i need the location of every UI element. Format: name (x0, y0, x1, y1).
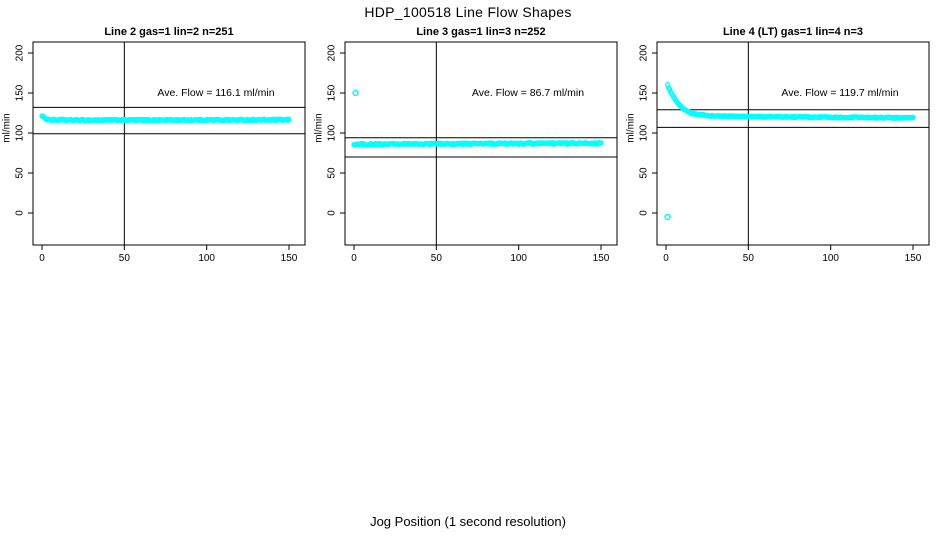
panel-2-plot: 0 50 100 150 200 ml/min 0 50 100 150 (314, 41, 618, 264)
y-tick-label: 0 (15, 210, 26, 216)
x-tick-label: 100 (822, 253, 839, 264)
panel2-ave-flow-annotation: Ave. Flow = 86.7 ml/min (471, 87, 585, 99)
outlier-point (664, 213, 671, 221)
y-tick-label: 50 (327, 167, 338, 179)
x-tick-label: 150 (593, 253, 610, 264)
x-tick-label: 100 (510, 253, 527, 264)
y-tick-label: 0 (327, 210, 338, 216)
panel1-ave-flow-annotation: Ave. Flow = 116.1 ml/min (157, 87, 275, 99)
panel3-title: Line 4 (LT) gas=1 lin=4 n=3 (722, 26, 864, 38)
data-point (286, 116, 292, 122)
data-point (666, 86, 673, 92)
x-tick-label: 150 (905, 253, 922, 264)
y-tick-label: 150 (327, 84, 338, 101)
y-tick-label: 50 (639, 167, 650, 179)
x-tick-label: 0 (663, 253, 669, 264)
y-tick-label: 100 (327, 124, 338, 141)
y-tick-label: 200 (639, 44, 650, 61)
plot-box (32, 41, 306, 246)
panel-3-plot: 0 50 100 150 200 ml/min 0 50 100 150 (626, 41, 930, 264)
x-tick-label: 0 (39, 253, 45, 264)
y-axis-label: ml/min (626, 113, 637, 142)
x-tick-label: 50 (743, 253, 755, 264)
x-tick-label: 50 (119, 253, 131, 264)
x-tick-label: 0 (351, 253, 357, 264)
data-points (39, 113, 292, 124)
panel2-title: Line 3 gas=1 lin=3 n=252 (416, 26, 546, 38)
y-tick-label: 150 (15, 84, 26, 101)
chart-title: HDP_100518 Line Flow Shapes (364, 4, 572, 20)
panel-1-plot: 0 50 100 150 200 ml/min 0 50 100 150 (2, 41, 306, 264)
y-axis-label: ml/min (314, 113, 325, 142)
data-points (351, 89, 604, 148)
x-axis-label: Jog Position (1 second resolution) (370, 514, 566, 529)
data-point (598, 140, 604, 146)
y-tick-label: 0 (639, 210, 650, 216)
data-points (664, 81, 916, 221)
y-axis-label: ml/min (2, 113, 13, 142)
plot-box (656, 41, 930, 246)
y-tick-label: 100 (15, 124, 26, 141)
y-tick-label: 50 (15, 167, 26, 179)
y-tick-label: 150 (639, 84, 650, 101)
data-point (910, 114, 916, 120)
x-tick-label: 50 (431, 253, 443, 264)
panel3-ave-flow-annotation: Ave. Flow = 119.7 ml/min (781, 87, 899, 99)
panel1-title: Line 2 gas=1 lin=2 n=251 (104, 26, 234, 38)
data-point (285, 117, 291, 123)
y-tick-label: 100 (639, 124, 650, 141)
x-tick-label: 100 (198, 253, 215, 264)
outlier-point (352, 89, 359, 97)
y-tick-label: 200 (15, 44, 26, 61)
y-tick-label: 200 (327, 44, 338, 61)
plot-box (344, 41, 618, 246)
x-tick-label: 150 (281, 253, 298, 264)
